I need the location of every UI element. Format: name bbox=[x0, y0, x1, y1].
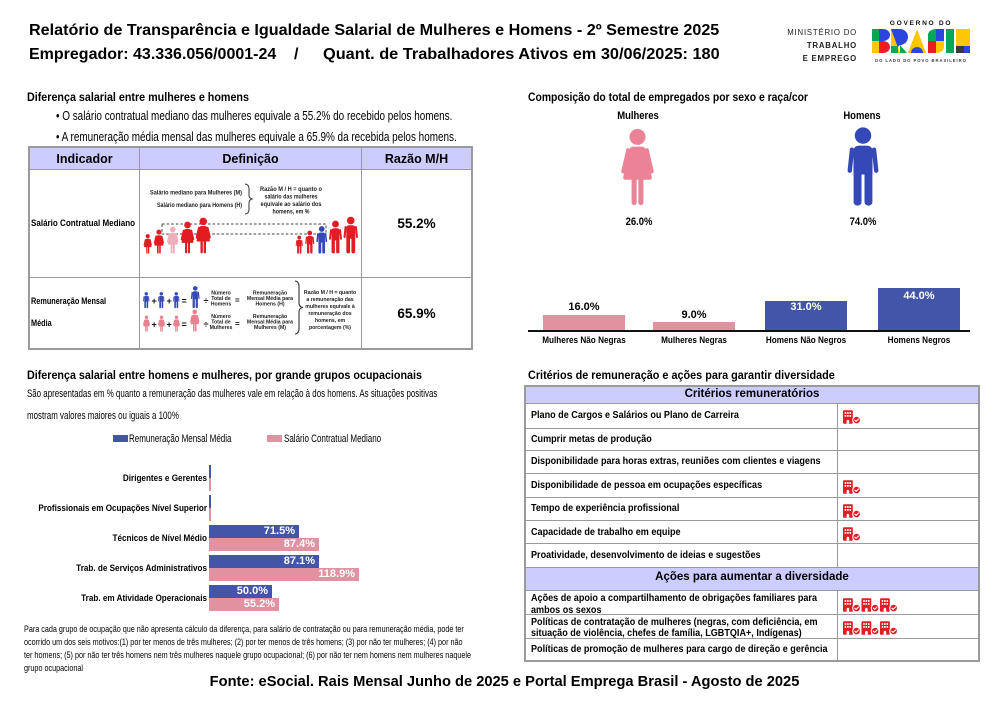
svg-text:Total de: Total de bbox=[211, 296, 231, 302]
svg-text:a remuneração das: a remuneração das bbox=[306, 297, 353, 303]
svg-text:=: = bbox=[235, 320, 240, 329]
svg-text:=: = bbox=[182, 320, 187, 330]
svg-text:GOVERNO DO: GOVERNO DO bbox=[890, 20, 952, 27]
svg-text:Mensal Média para: Mensal Média para bbox=[247, 320, 293, 326]
svg-text:=: = bbox=[235, 296, 240, 305]
svg-text:÷: ÷ bbox=[204, 320, 209, 330]
svg-text:equivale ao salário dos: equivale ao salário dos bbox=[261, 201, 322, 208]
svg-text:Homens (H): Homens (H) bbox=[255, 302, 284, 308]
svg-text:Homens: Homens bbox=[211, 302, 232, 308]
svg-text:DO LADO DO POVO BRASILEIRO: DO LADO DO POVO BRASILEIRO bbox=[875, 58, 967, 63]
svg-text:Mulheres (M): Mulheres (M) bbox=[254, 325, 286, 331]
svg-text:+: + bbox=[167, 296, 172, 306]
svg-text:Razão M / H = quanto: Razão M / H = quanto bbox=[304, 290, 356, 296]
svg-text:mulheres equivale à: mulheres equivale à bbox=[305, 304, 355, 310]
svg-text:porcentagem (%): porcentagem (%) bbox=[309, 325, 351, 331]
svg-text:Total de: Total de bbox=[211, 320, 231, 326]
svg-text:+: + bbox=[152, 320, 157, 330]
svg-text:Razão M / H = quanto o: Razão M / H = quanto o bbox=[260, 186, 322, 193]
svg-text:salário das mulheres: salário das mulheres bbox=[265, 194, 318, 201]
svg-text:Mensal Média para: Mensal Média para bbox=[247, 296, 293, 302]
svg-text:=: = bbox=[182, 296, 187, 306]
svg-text:Número: Número bbox=[211, 314, 231, 320]
svg-text:Remuneração: Remuneração bbox=[253, 291, 287, 297]
svg-text:homens, em %: homens, em % bbox=[273, 209, 310, 216]
svg-text:Remuneração: Remuneração bbox=[253, 314, 287, 320]
svg-text:Mulheres: Mulheres bbox=[210, 325, 233, 331]
svg-text:+: + bbox=[167, 320, 172, 330]
svg-text:homens, em: homens, em bbox=[315, 318, 346, 324]
svg-text:Salário mediano para Mulheres: Salário mediano para Mulheres (M) bbox=[150, 190, 242, 197]
svg-text:+: + bbox=[152, 296, 157, 306]
svg-text:Salário mediano para Homens (H: Salário mediano para Homens (H) bbox=[157, 202, 242, 209]
svg-text:Número: Número bbox=[211, 291, 231, 297]
svg-text:remuneração dos: remuneração dos bbox=[308, 311, 351, 317]
svg-text:÷: ÷ bbox=[204, 296, 209, 306]
